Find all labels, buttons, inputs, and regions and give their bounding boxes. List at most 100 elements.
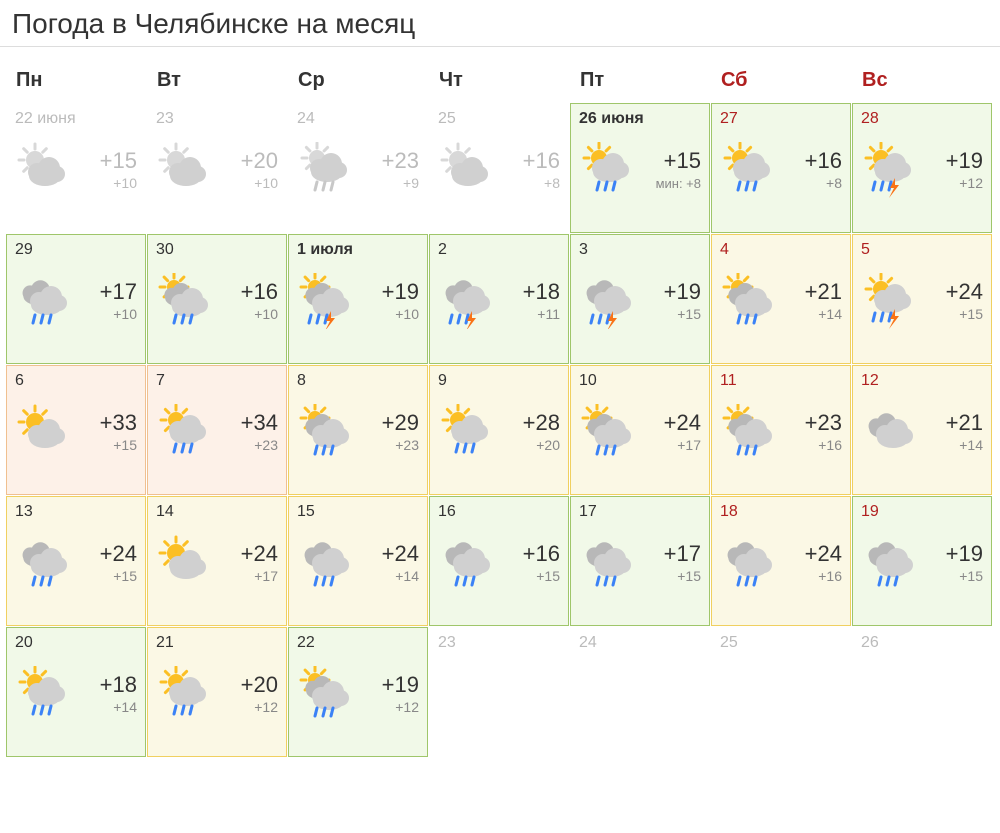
weather-icon — [297, 404, 353, 460]
calendar-cell[interactable]: 21 +20 +12 — [147, 627, 287, 757]
temp-low: +9 — [359, 175, 419, 191]
temp-high: +20 — [218, 149, 278, 173]
weather-icon — [579, 404, 635, 460]
calendar-cell[interactable]: 10 +24 +17 — [570, 365, 710, 495]
temp-high: +19 — [359, 673, 419, 697]
calendar-cell[interactable]: 2 +18 +11 — [429, 234, 569, 364]
weather-icon — [861, 404, 917, 460]
calendar-cell[interactable]: 9 +28 +20 — [429, 365, 569, 495]
temp-low: +10 — [218, 175, 278, 191]
calendar-cell[interactable]: 22 +19 +12 — [288, 627, 428, 757]
weather-icon — [156, 666, 212, 722]
weather-icon — [720, 273, 776, 329]
weather-icon — [156, 273, 212, 329]
temp-low: +15 — [641, 306, 701, 322]
temp-low: +16 — [782, 437, 842, 453]
temp-high: +18 — [77, 673, 137, 697]
cell-date: 26 июня — [579, 110, 701, 128]
calendar-cell[interactable]: 6 +33 +15 — [6, 365, 146, 495]
temp-high: +24 — [782, 542, 842, 566]
weather-icon — [579, 142, 635, 198]
calendar-cell: 24 +23 +9 — [288, 103, 428, 233]
cell-date: 29 — [15, 241, 137, 259]
temp-high: +19 — [923, 542, 983, 566]
weekday-header: Вт — [147, 61, 287, 102]
calendar-cell[interactable]: 26 июня +15 мин: +8 — [570, 103, 710, 233]
weather-icon — [15, 666, 71, 722]
weekday-header: Пн — [6, 61, 146, 102]
calendar-cell: 25 — [711, 627, 851, 757]
calendar-cell[interactable]: 12 +21 +14 — [852, 365, 992, 495]
cell-date: 30 — [156, 241, 278, 259]
temp-low: +11 — [500, 306, 560, 322]
calendar-cell[interactable]: 29 +17 +10 — [6, 234, 146, 364]
calendar-cell[interactable]: 18 +24 +16 — [711, 496, 851, 626]
temp-low: +12 — [359, 699, 419, 715]
weather-icon — [438, 142, 494, 198]
cell-date: 17 — [579, 503, 701, 521]
temp-high: +34 — [218, 411, 278, 435]
temp-low: +14 — [923, 437, 983, 453]
calendar-cell[interactable]: 30 +16 +10 — [147, 234, 287, 364]
calendar-cell[interactable]: 27 +16 +8 — [711, 103, 851, 233]
cell-date: 23 — [156, 110, 278, 128]
temp-high: +19 — [359, 280, 419, 304]
calendar-cell[interactable]: 7 +34 +23 — [147, 365, 287, 495]
cell-date: 20 — [15, 634, 137, 652]
temp-low: +23 — [359, 437, 419, 453]
calendar-cell[interactable]: 4 +21 +14 — [711, 234, 851, 364]
temp-low: +10 — [359, 306, 419, 322]
cell-date: 27 — [720, 110, 842, 128]
temp-high: +15 — [641, 149, 701, 173]
temp-low: +10 — [77, 306, 137, 322]
cell-date: 24 — [297, 110, 419, 128]
weather-icon — [15, 142, 71, 198]
calendar-cell[interactable]: 14 +24 +17 — [147, 496, 287, 626]
cell-date: 23 — [438, 634, 560, 652]
calendar-cell[interactable]: 15 +24 +14 — [288, 496, 428, 626]
weather-icon — [438, 404, 494, 460]
cell-date: 22 — [297, 634, 419, 652]
calendar-cell[interactable]: 13 +24 +15 — [6, 496, 146, 626]
temp-low: +17 — [218, 568, 278, 584]
weather-icon — [579, 273, 635, 329]
temp-high: +23 — [359, 149, 419, 173]
cell-date: 22 июня — [15, 110, 137, 128]
calendar-cell[interactable]: 11 +23 +16 — [711, 365, 851, 495]
weather-icon — [579, 535, 635, 591]
page-title: Погода в Челябинске на месяц — [0, 0, 1000, 47]
temp-low: +17 — [641, 437, 701, 453]
calendar-cell: 26 — [852, 627, 992, 757]
temp-low: +15 — [77, 568, 137, 584]
calendar-cell[interactable]: 1 июля +19 +10 — [288, 234, 428, 364]
calendar-cell[interactable]: 28 +19 +12 — [852, 103, 992, 233]
calendar-cell[interactable]: 3 +19 +15 — [570, 234, 710, 364]
cell-date: 15 — [297, 503, 419, 521]
calendar-cell[interactable]: 8 +29 +23 — [288, 365, 428, 495]
temp-high: +19 — [923, 149, 983, 173]
cell-date: 9 — [438, 372, 560, 390]
temp-low: +16 — [782, 568, 842, 584]
cell-date: 21 — [156, 634, 278, 652]
calendar-cell[interactable]: 20 +18 +14 — [6, 627, 146, 757]
calendar-cell: 22 июня +15 +10 — [6, 103, 146, 233]
calendar-cell[interactable]: 17 +17 +15 — [570, 496, 710, 626]
temp-high: +33 — [77, 411, 137, 435]
weather-icon — [297, 273, 353, 329]
cell-date: 5 — [861, 241, 983, 259]
weather-icon — [720, 535, 776, 591]
cell-date: 7 — [156, 372, 278, 390]
temp-high: +16 — [218, 280, 278, 304]
weather-icon — [861, 535, 917, 591]
calendar-cell[interactable]: 19 +19 +15 — [852, 496, 992, 626]
calendar-cell[interactable]: 16 +16 +15 — [429, 496, 569, 626]
calendar-cell: 25 +16 +8 — [429, 103, 569, 233]
calendar-cell: 24 — [570, 627, 710, 757]
temp-low: +15 — [77, 437, 137, 453]
temp-high: +29 — [359, 411, 419, 435]
cell-date: 24 — [579, 634, 701, 652]
weather-icon — [156, 142, 212, 198]
calendar-cell[interactable]: 5 +24 +15 — [852, 234, 992, 364]
temp-high: +24 — [77, 542, 137, 566]
weather-icon — [297, 666, 353, 722]
